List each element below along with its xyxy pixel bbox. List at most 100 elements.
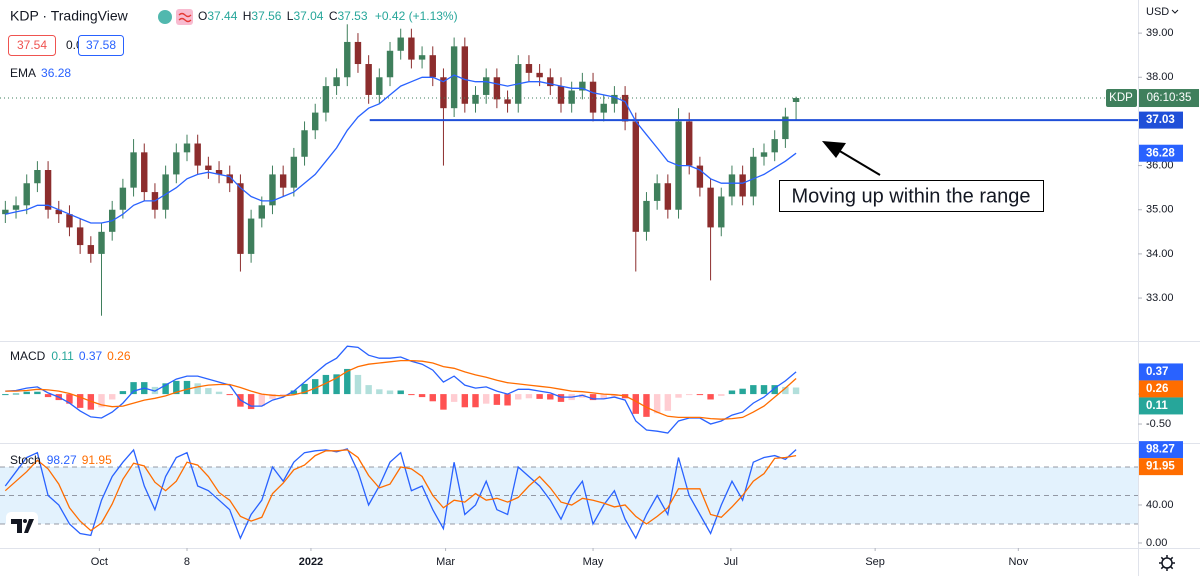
x-tick-label: Oct [91, 556, 108, 568]
histogram-bar [2, 394, 9, 396]
histogram-bar [418, 394, 426, 398]
histogram-bar [98, 394, 105, 408]
ohlc-letter: H [243, 9, 252, 23]
candle-body [557, 86, 565, 104]
histogram-bar [247, 394, 255, 410]
histogram-bar [76, 394, 84, 408]
candle-body [707, 187, 714, 228]
histogram-bar [130, 382, 137, 395]
k-value: 98.27 [47, 453, 77, 467]
candle-body [643, 200, 650, 232]
candle-body [333, 77, 340, 87]
tradingview-logo[interactable] [6, 512, 38, 542]
histogram-bar [119, 391, 127, 395]
histogram-bar [312, 379, 319, 395]
change: +0.42 (+1.13%) [375, 9, 458, 23]
histogram-bar [557, 394, 565, 402]
candle-body [536, 72, 543, 78]
candle-body [66, 214, 73, 228]
value-tag-text: 0.11 [1146, 400, 1168, 412]
histogram-bar [792, 387, 800, 395]
candle-body [162, 174, 169, 210]
x-tick-label: 2022 [299, 556, 323, 568]
settings-icon[interactable] [1159, 555, 1175, 571]
arrow-head [822, 141, 846, 158]
histogram-bar [301, 383, 308, 395]
macd-legend: MACD 0.11 0.37 0.26 [10, 349, 131, 363]
ohlc-letter: O [198, 9, 207, 23]
histogram-bar [771, 385, 778, 395]
y-tick-label: -0.50 [1146, 418, 1171, 430]
series-line [4, 448, 797, 540]
histogram-bar [750, 385, 757, 395]
x-tick-label: 8 [184, 556, 190, 568]
histogram-bar [440, 394, 447, 410]
histogram-bar [632, 394, 639, 414]
candle-body [23, 183, 30, 206]
y-tick-label: 38.00 [1146, 71, 1174, 83]
histogram-bar [525, 394, 533, 399]
histogram-bar [205, 388, 212, 395]
candle-body [376, 77, 383, 95]
bid-box[interactable] [8, 35, 56, 56]
histogram-bar [258, 394, 265, 407]
histogram-bar [173, 380, 180, 395]
candle-body [312, 112, 319, 131]
candle-body [686, 121, 693, 166]
histogram-bar [162, 383, 169, 395]
candle-body [792, 98, 800, 102]
ema-label: EMA [10, 66, 36, 80]
candle-body [621, 94, 629, 122]
ohlc-value: 37.44 [207, 9, 237, 23]
candle-body [739, 174, 746, 197]
annotation: Moving up within the range [779, 141, 1044, 212]
ohlc-value: 37.53 [338, 9, 368, 23]
ohlc-value: 37.56 [251, 9, 281, 23]
candle-body [600, 103, 607, 113]
value-tag-text: 36.28 [1146, 147, 1175, 159]
x-tick-label: Mar [436, 556, 455, 568]
y-tick-label: 33.00 [1146, 292, 1174, 304]
histogram-bar [643, 394, 650, 417]
histogram-bar [44, 394, 52, 398]
status-icon[interactable] [158, 10, 172, 24]
gear-teeth [1159, 555, 1175, 571]
value-tag [1139, 144, 1183, 162]
histogram-bar [66, 394, 73, 404]
ema-legend: EMA 36.28 [10, 66, 71, 80]
currency[interactable]: USD [1146, 6, 1169, 18]
histogram-bar [472, 394, 479, 408]
histogram-bar [194, 383, 201, 395]
candle-body [728, 174, 736, 197]
ohlc-value: 37.04 [293, 9, 323, 23]
candle-body [525, 64, 533, 73]
candle-body [173, 152, 180, 175]
value-tag [1139, 363, 1183, 381]
histogram-bar [493, 394, 501, 405]
histogram-bar [386, 390, 394, 395]
candle-body [34, 170, 41, 184]
candle-body [269, 174, 276, 206]
ask-box[interactable] [78, 35, 124, 56]
histogram-bar [653, 394, 661, 414]
plot-area [0, 24, 1138, 540]
candle-body [493, 77, 501, 100]
histogram-bar [354, 374, 362, 395]
histogram-bar [718, 394, 725, 396]
candle-body [87, 245, 95, 254]
candle-body [183, 143, 191, 153]
symbol-title: KDP · TradingView [10, 8, 129, 24]
candle-body [664, 183, 672, 210]
candle-body [632, 121, 639, 232]
alert-icon[interactable] [176, 9, 193, 25]
histogram-bar [600, 394, 607, 399]
candle-body [696, 165, 704, 188]
histogram-bar [322, 374, 330, 395]
currency-caret [1171, 9, 1179, 14]
candle-body [429, 55, 436, 78]
histogram-bar [215, 391, 223, 395]
histogram-bar [290, 390, 298, 395]
ema-value: 36.28 [41, 66, 71, 80]
histogram-bar [589, 394, 597, 401]
